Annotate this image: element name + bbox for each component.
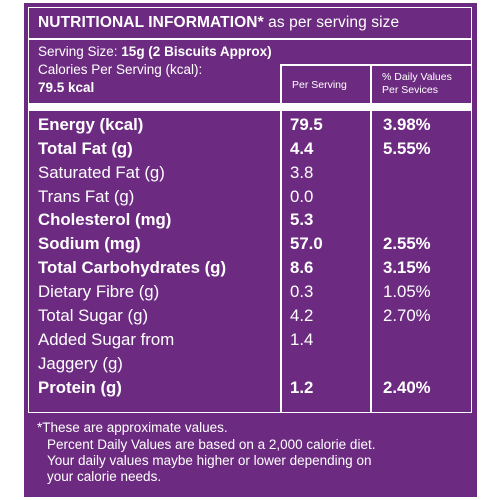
nutrient-name: Energy (kcal) — [38, 115, 144, 134]
nutrient-name: Trans Fat (g) — [38, 187, 135, 206]
calories-value: 79.5 kcal — [38, 80, 95, 95]
nutrient-daily-value: 2.40% — [383, 378, 431, 397]
nutrient-name: Added Sugar from — [38, 330, 175, 349]
footer-note: *These are approximate values. — [37, 420, 228, 435]
nutrition-panel — [24, 3, 477, 497]
per-serving-header: Per Serving — [292, 79, 347, 91]
nutrient-name: Total Fat (g) — [38, 139, 133, 158]
nutrient-per-serving: 1.4 — [290, 330, 314, 349]
header-divider-mid — [370, 64, 372, 104]
nutrient-per-serving: 4.2 — [290, 306, 314, 325]
nutrient-daily-value: 2.55% — [383, 234, 431, 253]
nutrient-per-serving: 4.4 — [290, 139, 314, 158]
nutrient-per-serving: 0.0 — [290, 187, 314, 206]
nutrient-name: Sodium (mg) — [38, 234, 141, 253]
nutrient-daily-value: 5.55% — [383, 139, 431, 158]
footer-line-2: Your daily values maybe higher or lower … — [47, 453, 372, 468]
nutrient-per-serving: 57.0 — [290, 234, 323, 253]
body-column-divider-mid — [370, 110, 372, 413]
nutrient-per-serving: 1.2 — [290, 378, 314, 397]
nutrient-name: Cholesterol (mg) — [38, 210, 172, 229]
nutrient-daily-value: 2.70% — [383, 306, 431, 325]
nutrient-name: Protein (g) — [38, 378, 122, 397]
nutrient-per-serving: 5.3 — [290, 210, 314, 229]
nutrient-name: Total Carbohydrates (g) — [38, 258, 227, 277]
nutrient-per-serving: 8.6 — [290, 258, 314, 277]
nutrient-daily-value: 3.15% — [383, 258, 431, 277]
nutrient-per-serving: 0.3 — [290, 282, 314, 301]
footer-line-1: Percent Daily Values are based on a 2,00… — [47, 437, 376, 452]
title-normal: as per serving size — [268, 14, 400, 31]
daily-values-header-line1: % Daily Values — [382, 71, 452, 83]
nutrition-table-border — [28, 7, 472, 413]
nutrient-daily-value: 1.05% — [383, 282, 431, 301]
header-thick-divider — [28, 103, 472, 111]
footer-line-3: your calorie needs. — [47, 469, 162, 484]
nutrient-daily-value: 3.98% — [383, 115, 431, 134]
nutrition-title: NUTRITIONAL INFORMATION* as per serving … — [38, 15, 399, 31]
daily-values-header-line2: Per Sevices — [382, 84, 439, 96]
serving-size-label: Serving Size: — [38, 44, 122, 59]
nutrient-name: Jaggery (g) — [38, 354, 123, 373]
nutrient-per-serving: 79.5 — [290, 115, 323, 134]
serving-size: Serving Size: 15g (2 Biscuits Approx) — [38, 45, 272, 59]
header-top-line — [280, 64, 472, 66]
nutrient-name: Dietary Fibre (g) — [38, 282, 160, 301]
title-bold: NUTRITIONAL INFORMATION* — [38, 14, 264, 31]
header-divider-left — [280, 64, 282, 104]
serving-size-value: 15g (2 Biscuits Approx) — [121, 44, 272, 59]
calories-label: Calories Per Serving (kcal): — [38, 62, 203, 77]
body-column-divider-left — [280, 110, 282, 413]
nutrient-name: Saturated Fat (g) — [38, 163, 165, 182]
title-divider — [28, 38, 472, 40]
nutrient-per-serving: 3.8 — [290, 163, 314, 182]
nutrient-name: Total Sugar (g) — [38, 306, 149, 325]
